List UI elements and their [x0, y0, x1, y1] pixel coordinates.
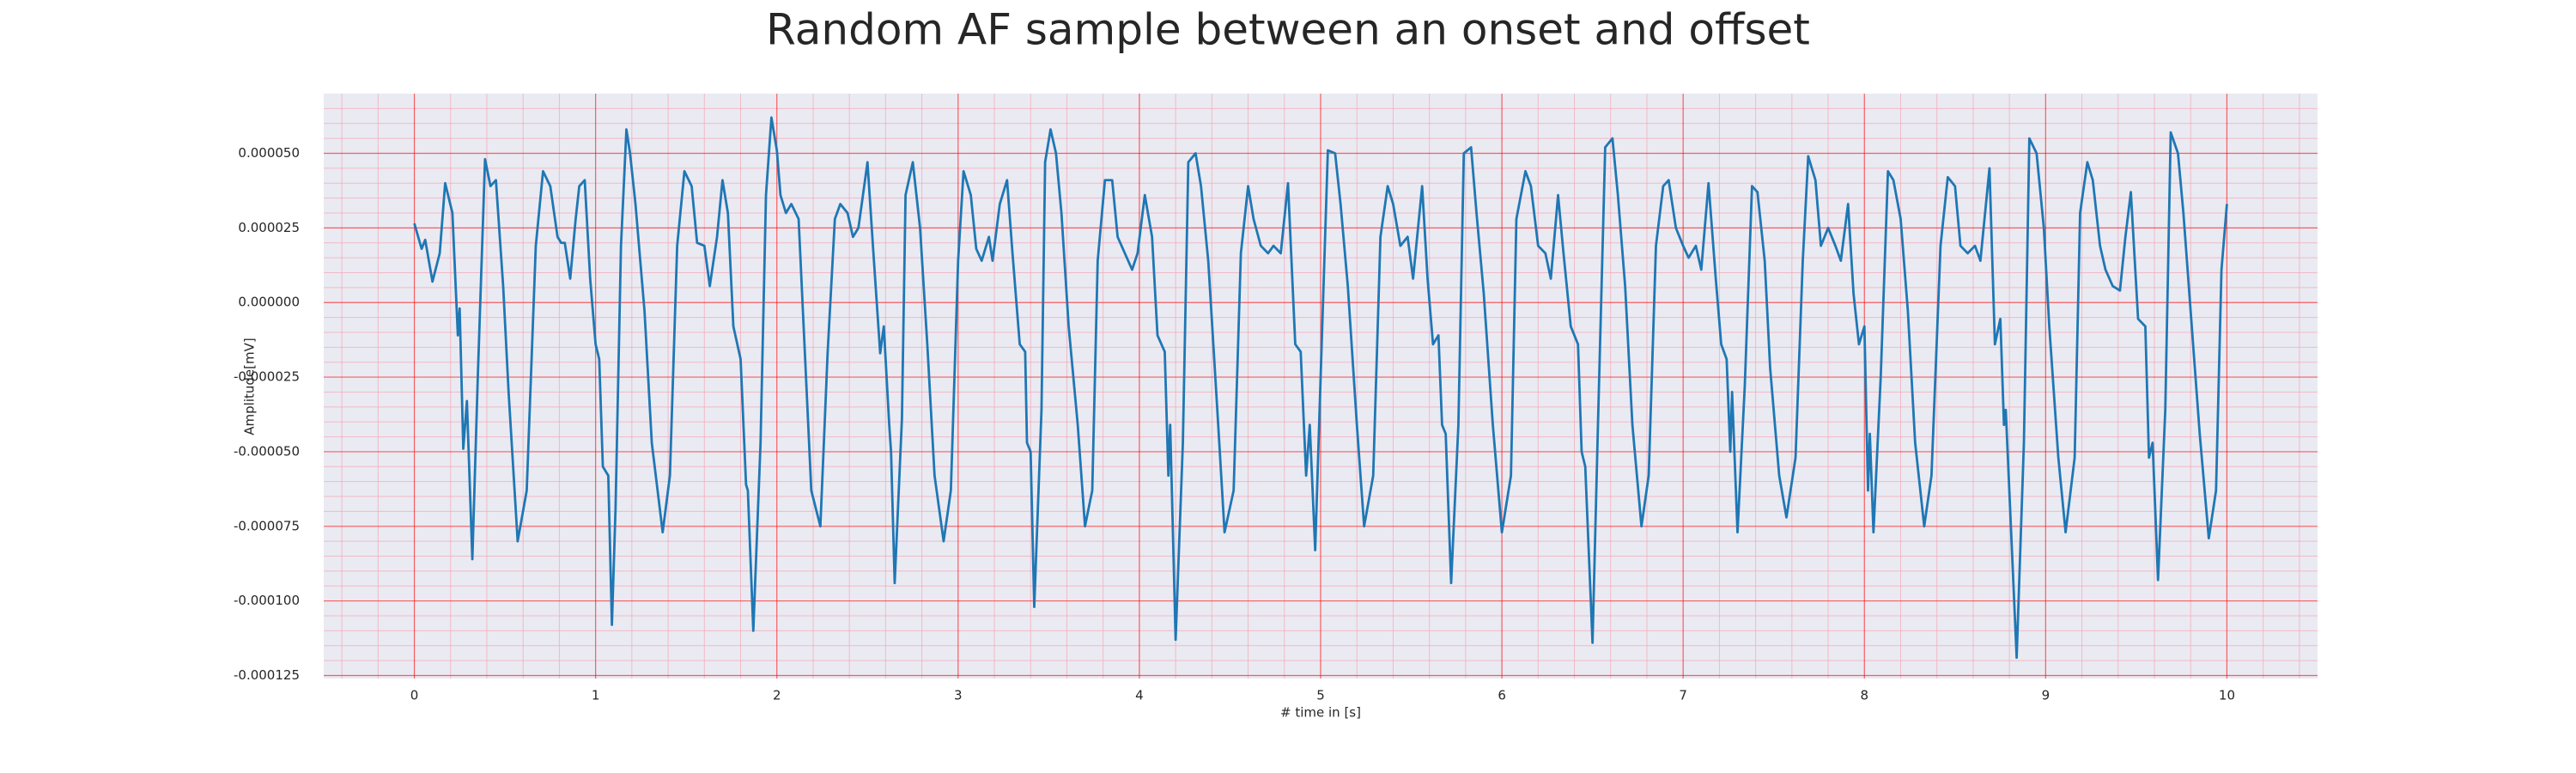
x-tick-label: 3 — [954, 688, 963, 703]
y-tick-label: 0.000050 — [238, 145, 300, 161]
chart-title: Random AF sample between an onset and of… — [766, 5, 1810, 55]
x-axis-label: # time in [s] — [1280, 705, 1361, 721]
y-axis-label: Amplitude[mV] — [242, 338, 258, 435]
line-series — [413, 116, 2228, 660]
data-layer — [413, 116, 2228, 660]
y-tick-label: -0.000075 — [234, 518, 300, 533]
y-tick-label: -0.000050 — [234, 443, 300, 459]
x-tick-label: 4 — [1135, 688, 1144, 703]
x-tick-label: 1 — [592, 688, 600, 703]
x-tick-label: 6 — [1498, 688, 1506, 703]
y-tick-label: -0.000100 — [234, 593, 300, 608]
x-tick-label: 8 — [1860, 688, 1868, 703]
tick-labels: 0 1 2 3 4 5 6 7 8 9 10 0.000050 0.000025 0.000000 -0.0… — [234, 145, 2235, 703]
y-tick-label: 0.000000 — [238, 295, 300, 310]
x-tick-label: 5 — [1316, 688, 1325, 703]
y-tick-label: -0.000125 — [234, 667, 300, 683]
y-tick-label: 0.000025 — [238, 220, 300, 235]
x-tick-label: 2 — [773, 688, 781, 703]
x-tick-label: 9 — [2042, 688, 2050, 703]
y-tick-label: -0.000025 — [234, 369, 300, 385]
x-tick-label: 7 — [1679, 688, 1687, 703]
x-tick-label: 0 — [410, 688, 419, 703]
x-tick-label: 10 — [2219, 688, 2235, 703]
